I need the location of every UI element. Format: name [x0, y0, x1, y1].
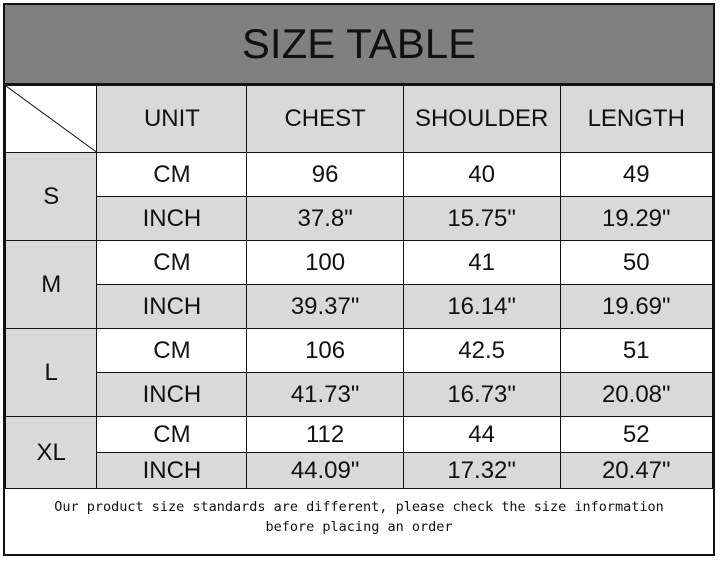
length-cell: 50	[559, 240, 713, 285]
shoulder-cell: 42.5	[402, 328, 561, 373]
unit-cell: INCH	[96, 196, 248, 241]
corner-cell	[4, 85, 98, 153]
shoulder-cell: 41	[402, 240, 561, 285]
table-title: SIZE TABLE	[5, 5, 713, 85]
size-label: XL	[4, 416, 98, 489]
table-row: INCH 37.8" 15.75" 19.29"	[6, 196, 713, 241]
chest-cell: 96	[246, 152, 404, 197]
shoulder-cell: 15.75"	[402, 196, 561, 241]
length-cell: 20.47"	[559, 452, 713, 489]
unit-cell: INCH	[96, 452, 248, 489]
table-row: L CM 106 42.5 51	[4, 328, 713, 417]
length-cell: 52	[559, 416, 713, 453]
chest-cell: 44.09"	[246, 452, 404, 489]
unit-cell: CM	[96, 328, 248, 373]
table-row: M CM 100 41 50	[4, 240, 713, 329]
chest-cell: 106	[246, 328, 404, 373]
header-unit: UNIT	[96, 85, 248, 153]
shoulder-cell: 17.32"	[402, 452, 561, 489]
table-row: S CM 96 40 49	[4, 152, 713, 241]
shoulder-cell: 16.73"	[402, 372, 561, 417]
length-cell: 19.29"	[559, 196, 713, 241]
size-label: S	[4, 152, 98, 241]
unit-cell: CM	[96, 152, 248, 197]
length-cell: 51	[559, 328, 713, 373]
length-cell: 49	[559, 152, 713, 197]
size-note: Our product size standards are different…	[5, 488, 713, 556]
unit-cell: INCH	[96, 284, 248, 329]
header-shoulder: SHOULDER	[402, 85, 561, 153]
table-row: XL CM 112 44 52	[4, 416, 713, 489]
table-row: INCH 44.09" 17.32" 20.47"	[6, 452, 713, 489]
size-label: L	[4, 328, 98, 417]
length-cell: 20.08"	[559, 372, 713, 417]
chest-cell: 37.8"	[246, 196, 404, 241]
chest-cell: 112	[246, 416, 404, 453]
chest-cell: 100	[246, 240, 404, 285]
size-label: M	[4, 240, 98, 329]
header-chest: CHEST	[246, 85, 404, 153]
unit-cell: INCH	[96, 372, 248, 417]
table-row: INCH 39.37" 16.14" 19.69"	[6, 284, 713, 329]
unit-cell: CM	[96, 416, 248, 453]
header-row: UNIT CHEST SHOULDER LENGTH	[4, 85, 713, 153]
unit-cell: CM	[96, 240, 248, 285]
length-cell: 19.69"	[559, 284, 713, 329]
chest-cell: 41.73"	[246, 372, 404, 417]
chest-cell: 39.37"	[246, 284, 404, 329]
note-line-1: Our product size standards are different…	[54, 499, 664, 515]
shoulder-cell: 16.14"	[402, 284, 561, 329]
header-length: LENGTH	[559, 85, 713, 153]
shoulder-cell: 44	[402, 416, 561, 453]
shoulder-cell: 40	[402, 152, 561, 197]
size-table: UNIT CHEST SHOULDER LENGTH S CM 96 40 49 INCH…	[4, 85, 713, 489]
table-row: INCH 41.73" 16.73" 20.08"	[6, 372, 713, 417]
note-line-2: before placing an order	[265, 519, 453, 535]
